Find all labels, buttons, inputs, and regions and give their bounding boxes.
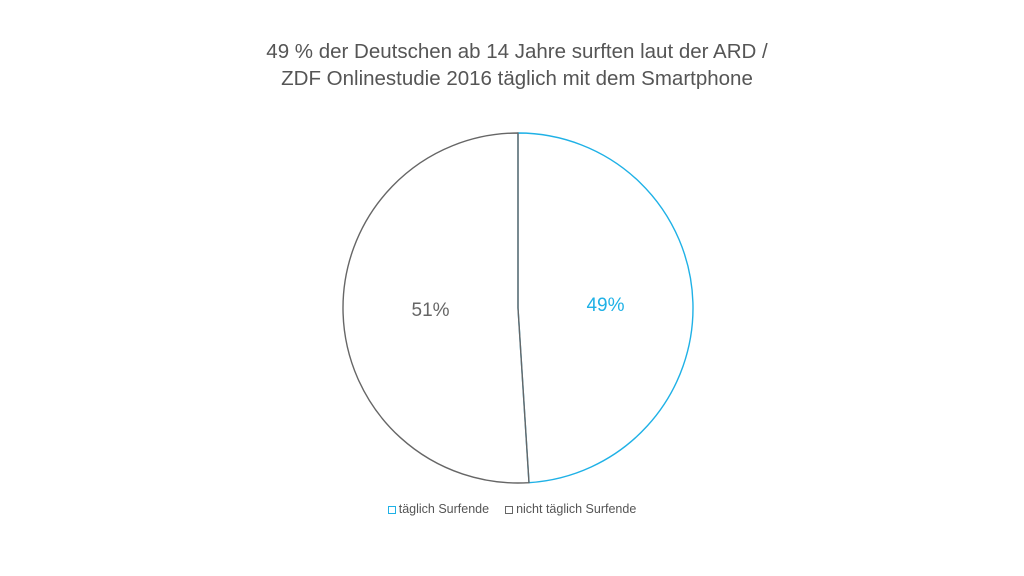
slice-label-1: 51% bbox=[412, 300, 450, 321]
legend: täglich Surfende nicht täglich Surfende bbox=[0, 502, 1024, 516]
legend-item-nicht-taeglich: nicht täglich Surfende bbox=[505, 502, 636, 516]
legend-item-taeglich: täglich Surfende bbox=[387, 502, 490, 516]
slice-label-0: 49% bbox=[586, 295, 624, 316]
legend-swatch-taeglich bbox=[387, 505, 396, 514]
legend-label-taeglich: täglich Surfende bbox=[398, 502, 490, 516]
pie-slice-1 bbox=[342, 132, 530, 484]
chart-title: 49 % der Deutschen ab 14 Jahre surften l… bbox=[266, 40, 768, 90]
legend-label-nicht-taeglich: nicht täglich Surfende bbox=[516, 502, 637, 516]
pie-slice-0 bbox=[517, 132, 694, 484]
legend-swatch-nicht-taeglich bbox=[505, 505, 514, 514]
